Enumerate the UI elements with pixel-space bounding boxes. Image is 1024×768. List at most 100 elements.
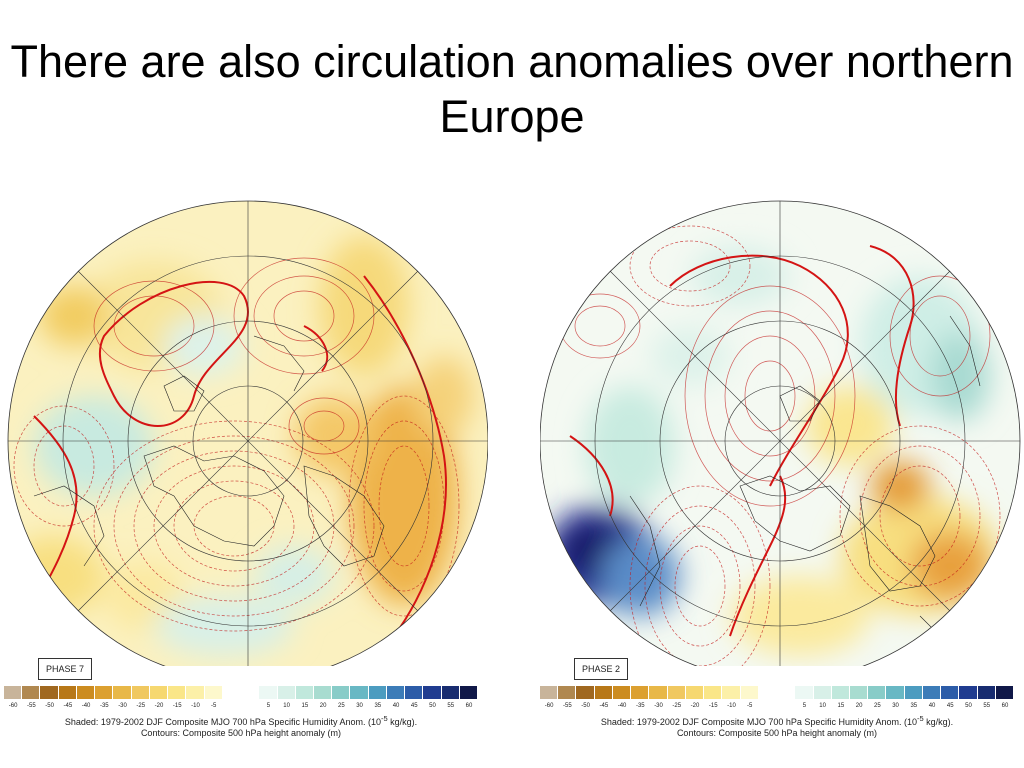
colorbar-swatch	[795, 686, 814, 699]
graticule	[8, 201, 488, 666]
colorbar-tick-label: -60	[544, 703, 554, 709]
colorbar-tick-label: 5	[802, 703, 807, 709]
colorbar-swatch	[831, 686, 850, 699]
zero-contours	[569, 245, 915, 637]
colorbar-swatch	[186, 686, 205, 699]
humidity-shading	[545, 246, 1000, 656]
colorbar-swatch	[685, 686, 705, 699]
colorbar-swatch	[977, 686, 996, 699]
caption-shaded: Shaded: 1979-2002 DJF Composite MJO 700 …	[4, 714, 478, 727]
colorbar-tick-label: 10	[283, 703, 290, 709]
colorbar-tick-label: 25	[873, 703, 881, 709]
colorbar-tick-label: -50	[45, 703, 54, 709]
colorbar-tick-label	[241, 702, 259, 712]
colorbar-swatch	[4, 686, 23, 699]
colorbar-tick-label: -60	[8, 703, 18, 709]
colorbar-swatch	[758, 686, 778, 699]
colorbar-tick-label: -40	[617, 703, 627, 709]
colorbar-swatch	[631, 686, 650, 699]
caption-shaded-text: Shaded: 1979-2002 DJF Composite MJO 700 …	[600, 717, 917, 727]
colorbar-tick-label: 50	[429, 703, 436, 709]
colorbar-tick-label: -55	[27, 703, 36, 709]
colorbar-tick-label	[777, 702, 795, 712]
colorbar-swatch	[222, 686, 242, 699]
caption-shaded-unit: kg/kg).	[387, 717, 418, 727]
caption-shaded-unit: kg/kg).	[923, 717, 954, 727]
colorbar-swatch	[131, 686, 150, 699]
colorbar-swatch	[558, 686, 577, 699]
colorbar-tick-label: 60	[1001, 703, 1009, 709]
colorbar-swatch	[667, 686, 686, 699]
colorbar-tick-label: -30	[654, 703, 663, 709]
colorbar-swatch	[612, 686, 632, 699]
colorbar-tick-label: 10	[819, 703, 826, 709]
colorbar-swatch	[332, 686, 351, 699]
colorbar-swatch	[441, 686, 460, 699]
colorbar-tick-label: -10	[727, 703, 736, 709]
height-contours	[629, 225, 1001, 666]
colorbar-tick-label: 60	[465, 703, 473, 709]
caption-shaded: Shaded: 1979-2002 DJF Composite MJO 700 …	[540, 714, 1014, 727]
colorbar-tick-label: -10	[191, 703, 200, 709]
colorbar-tick-label: 50	[965, 703, 972, 709]
colorbar-tick-label: -5	[211, 703, 217, 709]
caption-contours: Contours: Composite 500 hPa height anoma…	[676, 728, 878, 738]
colorbar-swatch	[813, 686, 832, 699]
colorbar-tick-label: -40	[81, 703, 91, 709]
phase-label: PHASE 7	[38, 658, 92, 680]
colorbar-tick-label: -20	[154, 703, 164, 709]
colorbar-swatch	[405, 686, 424, 699]
colorbar-tick-label	[759, 702, 777, 712]
colorbar	[540, 686, 1015, 699]
colorbar-swatch	[149, 686, 169, 699]
colorbar-swatch	[649, 686, 668, 699]
colorbar-tick-label: -15	[708, 703, 718, 709]
caption-contours: Contours: Composite 500 hPa height anoma…	[140, 728, 342, 738]
positive-contours	[93, 257, 375, 455]
colorbar-tick-label: -35	[99, 703, 109, 709]
colorbar-swatch	[368, 686, 387, 699]
colorbar-tick-label: 55	[447, 703, 455, 709]
colorbar-tick-label: -5	[747, 703, 753, 709]
colorbar-tick-label: 55	[983, 703, 991, 709]
colorbar-swatch	[204, 686, 223, 699]
colorbar-swatch	[704, 686, 723, 699]
caption-shaded-text: Shaded: 1979-2002 DJF Composite MJO 700 …	[64, 717, 381, 727]
coastlines	[629, 315, 981, 637]
colorbar-swatch	[113, 686, 132, 699]
colorbar-swatch	[740, 686, 759, 699]
colorbar-tick-label: 35	[374, 703, 382, 709]
colorbar-swatch	[259, 686, 278, 699]
colorbar-swatch	[241, 686, 260, 699]
colorbar-swatch	[868, 686, 887, 699]
colorbar-swatch	[922, 686, 942, 699]
colorbar-swatch	[22, 686, 41, 699]
colorbar-tick-label: 45	[410, 703, 418, 709]
colorbar-tick-label: 30	[892, 703, 899, 709]
colorbar	[4, 686, 479, 699]
polar-map-phase-2	[540, 200, 1021, 666]
colorbar-swatch	[722, 686, 741, 699]
colorbar-swatch	[995, 686, 1015, 699]
colorbar-ticks: -60 -55 -50 -45 -40 -35 -30 -25 -20 -15 -10 -5 5 10 15…	[4, 702, 478, 712]
colorbar-swatch	[576, 686, 595, 699]
colorbar-swatch	[540, 686, 559, 699]
colorbar-ticks: -60 -55 -50 -45 -40 -35 -30 -25 -20 -15 -10 -5 5 10 15…	[540, 702, 1014, 712]
colorbar-swatch	[95, 686, 114, 699]
colorbar-tick-label: -25	[672, 703, 682, 709]
colorbar-swatch	[76, 686, 96, 699]
colorbar-tick-label: 20	[855, 703, 863, 709]
colorbar-tick-label: 40	[928, 703, 936, 709]
colorbar-tick-label: 35	[910, 703, 918, 709]
colorbar-tick-label: 15	[301, 703, 309, 709]
colorbar-swatch	[959, 686, 978, 699]
colorbar-tick-label: 20	[319, 703, 327, 709]
colorbar-swatch	[350, 686, 369, 699]
colorbar-tick-label	[223, 702, 241, 712]
colorbar-tick-label: -15	[172, 703, 182, 709]
colorbar-swatch	[904, 686, 923, 699]
colorbar-tick-label: 40	[392, 703, 400, 709]
colorbar-swatch	[459, 686, 479, 699]
map-panel-phase-2: PHASE 2 -60 -55 -50 -45 -40 -35 -30 -25 -20 -15 -1…	[540, 196, 1024, 738]
colorbar-swatch	[295, 686, 314, 699]
